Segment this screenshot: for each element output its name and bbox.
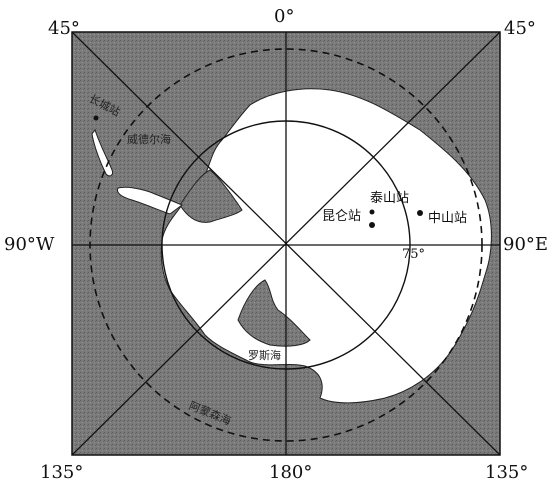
label-90e: 90°E: [503, 234, 549, 255]
taishan-station-label: 泰山站: [370, 191, 410, 206]
ross-sea-label: 罗斯海: [248, 349, 281, 362]
antarctic-peninsula: [116, 186, 184, 215]
label-0-top: 0°: [274, 6, 295, 27]
label-45e-top-right: 45°: [504, 18, 536, 39]
label-180-bottom: 180°: [269, 462, 313, 483]
meridian-45e-135w: [72, 32, 500, 455]
taishan-marker: [369, 209, 375, 215]
ross-sea-inlet: [237, 279, 311, 347]
kunlun-station-label: 昆仑站: [322, 209, 362, 224]
changcheng-marker: [93, 115, 99, 121]
label-90w: 90°W: [4, 234, 55, 255]
kunlun-marker: [369, 222, 375, 228]
label-135w-bottom-left: 135°: [40, 462, 84, 483]
label-45w-top-left: 45°: [48, 18, 80, 39]
weddell-sea-inlet: [179, 169, 243, 223]
map-frame: [71, 31, 501, 456]
zhongshan-marker: [417, 210, 423, 216]
label-135e-bottom-right: 135°: [485, 462, 529, 483]
zhongshan-station-label: 中山站: [428, 211, 468, 226]
weddell-sea-label: 威德尔海: [127, 133, 171, 146]
label-75-latitude: 75°: [402, 247, 426, 262]
